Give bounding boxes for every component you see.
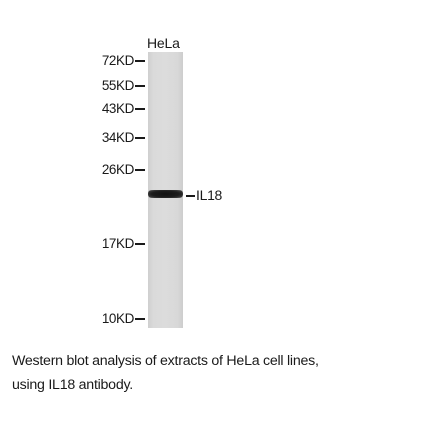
marker-label: 26KD <box>101 162 135 177</box>
marker-72kd: 72KD <box>0 53 147 69</box>
marker-43kd: 43KD <box>0 101 147 117</box>
marker-10kd: 10KD <box>0 311 147 327</box>
band-label: IL18 <box>196 187 223 203</box>
marker-tick <box>135 108 145 110</box>
marker-label: 43KD <box>101 101 135 116</box>
marker-17kd: 17KD <box>0 236 147 252</box>
marker-34kd: 34KD <box>0 130 147 146</box>
marker-label: 34KD <box>101 130 135 145</box>
marker-tick <box>135 318 145 320</box>
marker-tick <box>135 169 145 171</box>
marker-55kd: 55KD <box>0 78 147 94</box>
marker-tick <box>135 243 145 245</box>
protein-band <box>148 190 183 198</box>
marker-label: 17KD <box>101 236 135 251</box>
figure-caption: Western blot analysis of extracts of HeL… <box>12 349 432 397</box>
band-pointer-tick <box>186 195 195 197</box>
lane-label: HeLa <box>147 35 180 51</box>
marker-label: 72KD <box>101 53 135 68</box>
caption-line-1: Western blot analysis of extracts of HeL… <box>12 353 319 369</box>
marker-tick <box>135 137 145 139</box>
marker-tick <box>135 60 145 62</box>
caption-line-2: using IL18 antibody. <box>12 377 133 393</box>
marker-label: 55KD <box>101 78 135 93</box>
marker-26kd: 26KD <box>0 162 147 178</box>
marker-label: 10KD <box>101 311 135 326</box>
marker-tick <box>135 85 145 87</box>
